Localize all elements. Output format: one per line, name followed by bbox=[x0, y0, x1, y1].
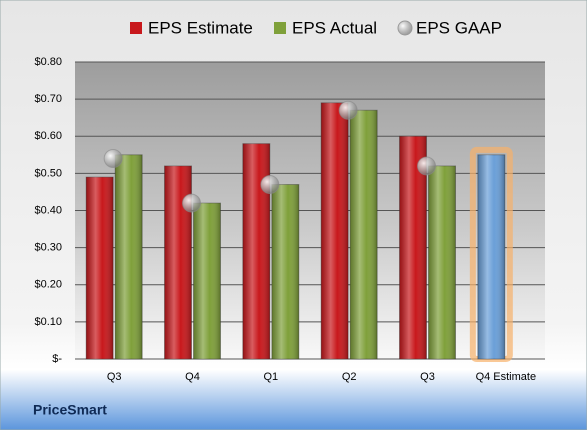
y-tick-label: $- bbox=[52, 353, 62, 365]
legend-marker bbox=[130, 22, 142, 34]
legend-marker bbox=[274, 22, 286, 34]
bar-shine bbox=[193, 203, 221, 359]
bar-shine bbox=[428, 165, 456, 359]
legend-label: EPS Estimate bbox=[148, 18, 253, 37]
x-tick-label: Q2 bbox=[342, 371, 357, 383]
y-tick-label: $0.50 bbox=[34, 167, 62, 179]
bar-shine bbox=[321, 102, 349, 360]
x-tick-label: Q4 bbox=[185, 371, 200, 383]
x-tick-label: Q1 bbox=[263, 371, 278, 383]
y-tick-label: $0.80 bbox=[34, 56, 62, 68]
y-tick-label: $0.40 bbox=[34, 204, 62, 216]
x-tick-label: Q3 bbox=[107, 371, 122, 383]
gaap-marker bbox=[260, 175, 280, 195]
bar-shine bbox=[477, 154, 505, 359]
bar-shine bbox=[86, 177, 114, 359]
legend-label: EPS Actual bbox=[292, 18, 377, 37]
legend-marker bbox=[397, 20, 413, 36]
x-tick-label: Q3 bbox=[420, 371, 435, 383]
y-tick-label: $0.20 bbox=[34, 279, 62, 291]
footer: PriceSmart bbox=[33, 402, 107, 418]
y-tick-label: $0.10 bbox=[34, 316, 62, 328]
bar-shine bbox=[271, 184, 299, 359]
gaap-marker bbox=[182, 193, 201, 213]
gaap-marker bbox=[417, 156, 436, 176]
gaap-marker bbox=[103, 149, 123, 169]
legend-label: EPS GAAP bbox=[416, 18, 502, 37]
gaap-marker bbox=[338, 100, 358, 120]
y-tick-label: $0.30 bbox=[34, 242, 62, 254]
bar-shine bbox=[115, 154, 143, 359]
bar-shine bbox=[350, 110, 378, 359]
y-tick-label: $0.60 bbox=[34, 130, 62, 142]
y-tick-label: $0.70 bbox=[34, 93, 62, 105]
x-tick-label: Q4 Estimate bbox=[476, 371, 537, 383]
